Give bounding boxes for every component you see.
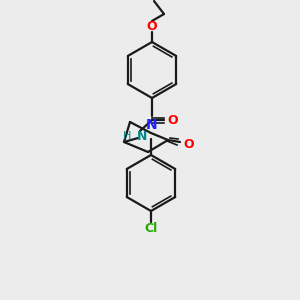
Text: Cl: Cl — [144, 223, 158, 236]
Text: O: O — [147, 20, 157, 32]
Text: O: O — [168, 113, 178, 127]
Text: O: O — [184, 137, 194, 151]
Text: N: N — [146, 118, 158, 132]
Text: N: N — [137, 130, 147, 142]
Text: H: H — [123, 131, 131, 141]
